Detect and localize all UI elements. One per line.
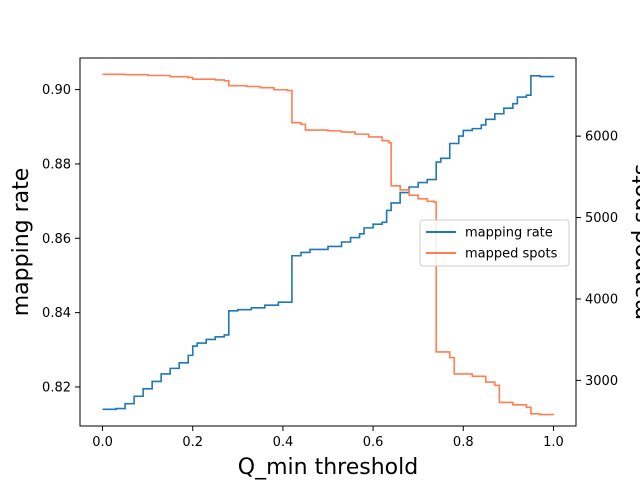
y-axis-title: mapping rate [9,168,34,317]
y2-tick-label: 6000 [585,130,618,145]
series-layer [102,73,555,416]
x-axis-title: Q_min threshold [238,455,418,480]
y2-axis-title: mapped spots [629,164,640,320]
x-tick-label: 0.0 [92,435,113,450]
x-tick-label: 0.6 [363,435,384,450]
x-tick-label: 0.4 [273,435,294,450]
y-tick-label: 0.90 [42,83,71,98]
y2-tick-label: 4000 [585,292,618,307]
y-tick-label: 0.86 [42,232,71,247]
y2-tick-label: 3000 [585,374,618,389]
y-axis-left: 0.82 0.84 0.86 0.88 0.90 [42,83,80,395]
legend-box [419,219,570,267]
legend-label-mapped-spots: mapped spots [465,247,558,262]
y-tick-label: 0.88 [42,157,71,172]
series-line-mapped-spots [102,73,555,416]
x-tick-label: 0.8 [453,435,474,450]
x-axis: 0.0 0.2 0.4 0.6 0.8 1.0 [92,426,564,450]
x-tick-label: 1.0 [543,435,564,450]
plot-frame [79,57,577,427]
legend-label-mapping-rate: mapping rate [465,226,553,241]
y-tick-label: 0.84 [42,306,71,321]
series-line-mapping-rate [102,75,555,411]
y-tick-label: 0.82 [42,380,71,395]
y2-tick-label: 5000 [585,211,618,226]
y-axis-right: 3000 4000 5000 6000 [576,130,618,389]
x-tick-label: 0.2 [182,435,203,450]
legend: mapping rate mapped spots [419,219,570,267]
